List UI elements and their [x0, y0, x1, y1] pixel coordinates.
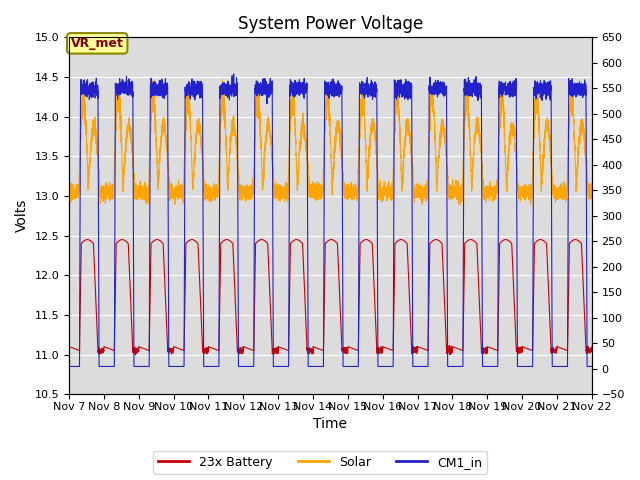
X-axis label: Time: Time — [314, 418, 348, 432]
Legend: 23x Battery, Solar, CM1_in: 23x Battery, Solar, CM1_in — [153, 451, 487, 474]
Y-axis label: Volts: Volts — [15, 199, 29, 232]
Text: VR_met: VR_met — [71, 37, 124, 50]
Title: System Power Voltage: System Power Voltage — [238, 15, 423, 33]
